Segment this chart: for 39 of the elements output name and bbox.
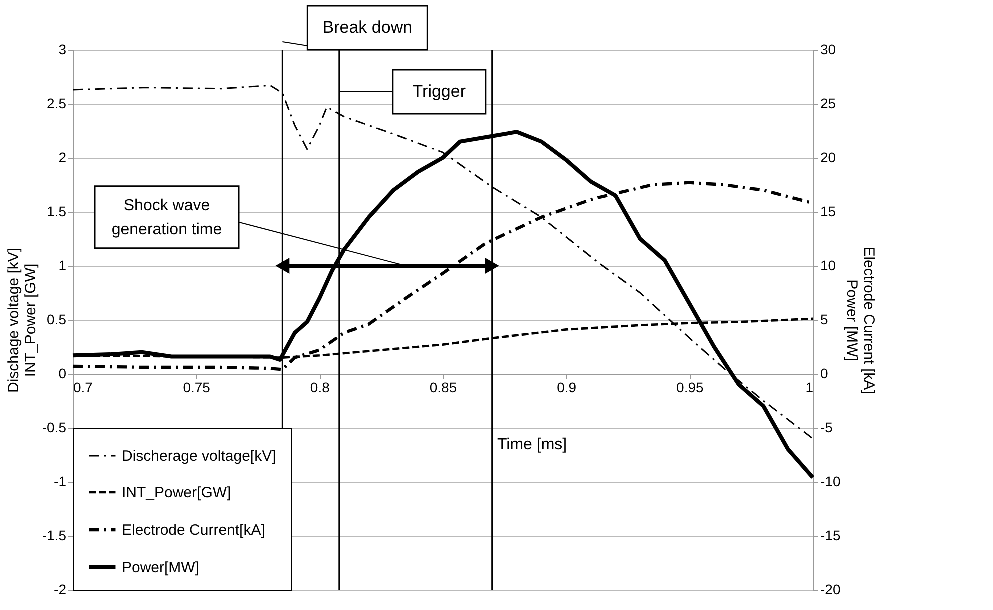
ref-line-label: Trigger	[412, 82, 466, 101]
x-tick-label: 1	[806, 380, 814, 396]
y-axis-title: Dischage voltage [kV] INT_Power [GW]	[5, 248, 40, 394]
x-axis-title: Time [ms]	[497, 436, 568, 454]
y-tick-label: -0.5	[42, 420, 67, 436]
y2-tick-label: 0	[820, 366, 828, 382]
y2-tick-label: 25	[820, 96, 836, 112]
legend-label: Electrode Current[kA]	[122, 522, 266, 539]
y-tick-label: -1.5	[42, 528, 67, 544]
y2-tick-label: -10	[820, 474, 841, 490]
y2-tick-label: -15	[820, 528, 841, 544]
y2-tick-label: 20	[820, 150, 836, 166]
x-tick-label: 0.85	[430, 380, 458, 396]
y-tick-label: 0.5	[47, 312, 67, 328]
ref-line-label: Break down	[322, 18, 413, 37]
y2-tick-label: 15	[820, 204, 836, 220]
y2-tick-label: 30	[820, 42, 836, 58]
y2-tick-label: 5	[820, 312, 828, 328]
x-tick-label: 0.75	[183, 380, 211, 396]
y2-tick-label: -20	[820, 582, 841, 598]
legend-label: INT_Power[GW]	[122, 484, 232, 502]
y-tick-label: 1	[58, 258, 67, 274]
x-tick-label: 0.95	[676, 380, 704, 396]
y-tick-label: 2	[58, 150, 67, 166]
x-tick-label: 0.8	[310, 380, 330, 396]
y-tick-label: 0	[58, 366, 67, 382]
legend-label: Discherage voltage[kV]	[122, 448, 276, 465]
legend-label: Power[MW]	[122, 560, 200, 576]
x-tick-label: 0.9	[557, 380, 577, 396]
y2-tick-label: -5	[820, 420, 834, 436]
y-tick-label: 3	[58, 42, 67, 58]
x-tick-label: 0.7	[74, 380, 94, 396]
y-tick-label: -2	[54, 582, 67, 598]
y-tick-label: -1	[54, 474, 67, 490]
annotation: Shock wave generation time	[112, 197, 222, 238]
y2-axis-title: Electrode Current [kA] Power [MW]	[844, 246, 878, 394]
y-tick-label: 2.5	[47, 96, 67, 112]
y2-tick-label: 10	[820, 258, 836, 274]
y-tick-label: 1.5	[47, 204, 67, 220]
